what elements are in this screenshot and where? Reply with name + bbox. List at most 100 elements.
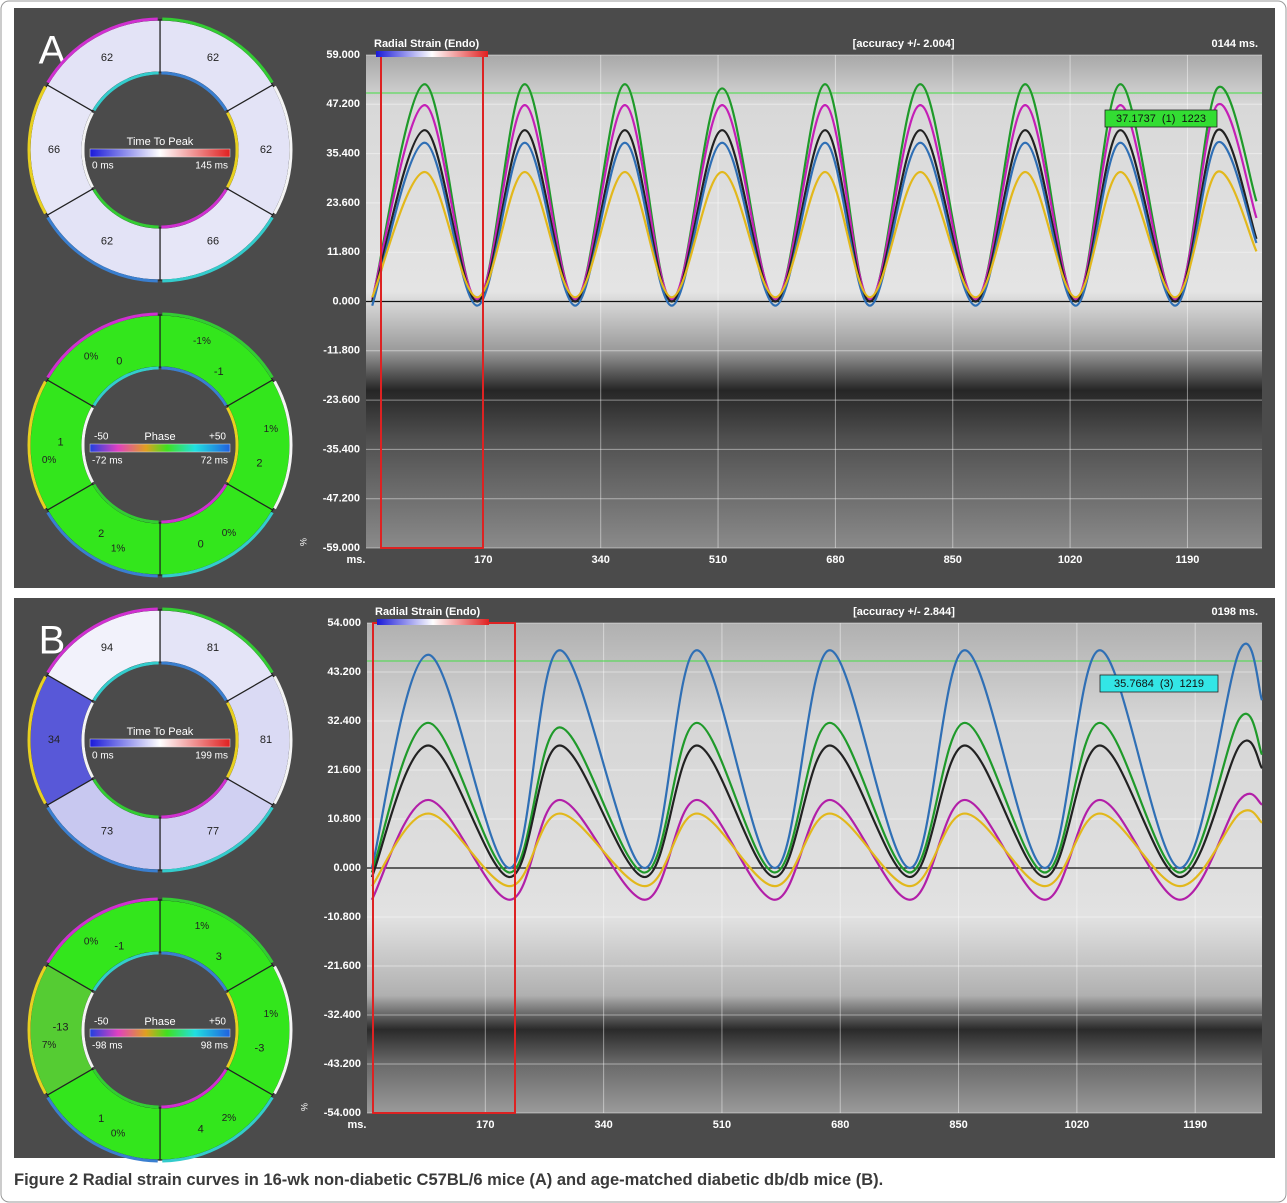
y-tick-label: 0.000 xyxy=(333,862,361,874)
segment-value: 81 xyxy=(207,642,219,654)
x-axis-label: ms. xyxy=(347,554,366,566)
y-tick-label: 21.600 xyxy=(327,764,361,776)
legend-title: Time To Peak xyxy=(127,136,194,148)
legend-title: Phase xyxy=(144,1016,175,1028)
segment-value: -3 xyxy=(255,1042,265,1054)
scale-min: -50 xyxy=(94,432,109,443)
y-tick-label: -54.000 xyxy=(324,1107,361,1119)
segment-percent: -1% xyxy=(193,336,211,347)
legend-max: 98 ms xyxy=(201,1041,228,1052)
chart-title: Radial Strain (Endo) xyxy=(375,606,480,618)
x-tick-label: 680 xyxy=(831,1119,849,1131)
colorbar xyxy=(90,739,230,747)
y-tick-label: 59.000 xyxy=(326,49,360,61)
y-tick-label: -10.800 xyxy=(324,911,361,923)
segment-value: 2 xyxy=(98,528,104,540)
y-tick-label: 54.000 xyxy=(327,617,361,629)
caption-text: Radial strain curves in 16-wk non-diabet… xyxy=(83,1171,883,1189)
segment-value: -1 xyxy=(114,941,124,953)
x-tick-label: 850 xyxy=(949,1119,967,1131)
segment-value: 0 xyxy=(198,538,204,550)
caption-label: Figure 2 xyxy=(14,1171,78,1189)
scale-max: +50 xyxy=(209,1017,226,1028)
x-tick-label: 340 xyxy=(594,1119,612,1131)
caption: Figure 2 Radial strain curves in 16-wk n… xyxy=(14,1171,883,1189)
y-tick-label: 47.200 xyxy=(326,98,360,110)
y-tick-label: 32.400 xyxy=(327,715,361,727)
segment-percent: 1% xyxy=(111,543,126,554)
legend-min: -72 ms xyxy=(92,456,123,467)
x-tick-label: 1190 xyxy=(1176,554,1200,566)
segment-percent: 1% xyxy=(195,921,210,932)
segment-value: 66 xyxy=(207,236,219,248)
segment-percent: 1% xyxy=(264,424,279,435)
segment-value: 2 xyxy=(256,457,262,469)
segment-value: 66 xyxy=(48,144,60,156)
legend-min: -98 ms xyxy=(92,1041,123,1052)
x-tick-label: 680 xyxy=(826,554,844,566)
legend-title: Time To Peak xyxy=(127,726,194,738)
y-tick-label: -35.400 xyxy=(323,443,360,455)
y-tick-label: -59.000 xyxy=(323,542,360,554)
segment-value: 62 xyxy=(260,144,272,156)
segment-percent: 1% xyxy=(264,1009,279,1020)
legend-max: 145 ms xyxy=(195,161,228,172)
segment-value: 1 xyxy=(57,436,63,448)
y-tick-label: -11.800 xyxy=(323,345,360,357)
y-tick-label: -43.200 xyxy=(324,1058,361,1070)
chart-subtitle: [accuracy +/- 2.004] xyxy=(853,38,955,50)
colorbar xyxy=(90,444,230,452)
y-tick-label: -47.200 xyxy=(323,493,360,505)
segment-value: 77 xyxy=(207,826,219,838)
title-bar xyxy=(377,619,489,625)
segment-value: 1 xyxy=(98,1113,104,1125)
x-tick-label: 850 xyxy=(944,554,962,566)
y-axis-label: % xyxy=(298,538,308,546)
annotation: 0198 ms. xyxy=(1212,606,1258,618)
title-bar xyxy=(376,51,488,57)
segment-value: 34 xyxy=(48,734,60,746)
segment-percent: 0% xyxy=(42,455,57,466)
scale-max: +50 xyxy=(209,432,226,443)
segment-value: 62 xyxy=(207,52,219,64)
scale-min: -50 xyxy=(94,1017,109,1028)
chart-title: Radial Strain (Endo) xyxy=(374,38,479,50)
x-axis-label: ms. xyxy=(348,1119,367,1131)
x-tick-label: 340 xyxy=(592,554,610,566)
y-tick-label: -32.400 xyxy=(324,1009,361,1021)
segment-value: 0 xyxy=(116,356,122,368)
y-tick-label: 10.800 xyxy=(327,813,361,825)
y-axis-label: % xyxy=(299,1103,309,1111)
segment-value: 81 xyxy=(260,734,272,746)
annotation: 0144 ms. xyxy=(1212,38,1258,50)
segment-value: 94 xyxy=(101,642,113,654)
tooltip: 37.1737 (1) 1223 xyxy=(1116,113,1206,125)
chart-subtitle: [accuracy +/- 2.844] xyxy=(853,606,955,618)
segment-value: 62 xyxy=(101,52,113,64)
segment-value: 62 xyxy=(101,236,113,248)
legend-title: Phase xyxy=(144,431,175,443)
legend-min: 0 ms xyxy=(92,751,114,762)
x-tick-label: 1020 xyxy=(1058,554,1082,566)
x-tick-label: 510 xyxy=(709,554,727,566)
legend-min: 0 ms xyxy=(92,161,114,172)
y-tick-label: 35.400 xyxy=(326,148,360,160)
legend-max: 72 ms xyxy=(201,456,228,467)
tooltip: 35.7684 (3) 1219 xyxy=(1114,678,1204,690)
colorbar xyxy=(90,149,230,157)
segment-percent: 0% xyxy=(84,936,99,947)
x-tick-label: 170 xyxy=(476,1119,494,1131)
y-tick-label: 43.200 xyxy=(327,666,361,678)
x-tick-label: 1020 xyxy=(1065,1119,1089,1131)
segment-percent: 0% xyxy=(111,1128,126,1139)
colorbar xyxy=(90,1029,230,1037)
legend-max: 199 ms xyxy=(195,751,228,762)
y-tick-label: 11.800 xyxy=(327,246,360,258)
segment-value: -13 xyxy=(53,1021,69,1033)
y-tick-label: -23.600 xyxy=(323,394,360,406)
figure: Figure 2 Radial strain curves in 16-wk n… xyxy=(0,0,1287,1203)
y-tick-label: 0.000 xyxy=(332,295,360,307)
segment-percent: 0% xyxy=(84,351,99,362)
segment-percent: 0% xyxy=(222,528,237,539)
segment-value: 3 xyxy=(216,951,222,963)
